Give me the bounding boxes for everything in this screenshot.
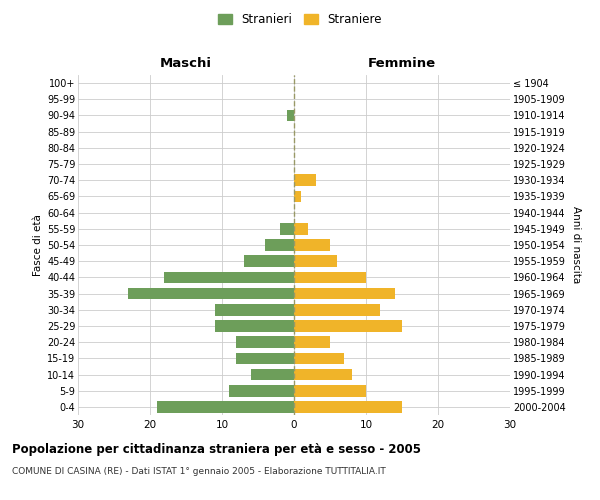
Text: Popolazione per cittadinanza straniera per età e sesso - 2005: Popolazione per cittadinanza straniera p… <box>12 442 421 456</box>
Y-axis label: Fasce di età: Fasce di età <box>32 214 43 276</box>
Bar <box>294 190 301 202</box>
Bar <box>294 272 366 283</box>
Bar <box>280 223 294 234</box>
Bar <box>236 352 294 364</box>
Bar <box>294 368 352 380</box>
Bar <box>287 110 294 122</box>
Y-axis label: Anni di nascita: Anni di nascita <box>571 206 581 284</box>
Bar <box>294 336 330 348</box>
Bar <box>236 336 294 348</box>
Text: COMUNE DI CASINA (RE) - Dati ISTAT 1° gennaio 2005 - Elaborazione TUTTITALIA.IT: COMUNE DI CASINA (RE) - Dati ISTAT 1° ge… <box>12 468 386 476</box>
Bar <box>294 304 380 316</box>
Bar <box>229 385 294 396</box>
Bar <box>157 401 294 412</box>
Bar <box>294 239 330 251</box>
Bar <box>128 288 294 300</box>
Bar <box>265 239 294 251</box>
Bar <box>294 401 402 412</box>
Bar <box>294 256 337 267</box>
Bar <box>294 223 308 234</box>
Bar <box>294 174 316 186</box>
Bar <box>294 352 344 364</box>
Bar <box>164 272 294 283</box>
Bar <box>294 288 395 300</box>
Bar <box>215 304 294 316</box>
Bar <box>294 385 366 396</box>
Bar <box>294 320 402 332</box>
Bar <box>251 368 294 380</box>
Legend: Stranieri, Straniere: Stranieri, Straniere <box>213 8 387 31</box>
Bar <box>215 320 294 332</box>
Bar <box>244 256 294 267</box>
